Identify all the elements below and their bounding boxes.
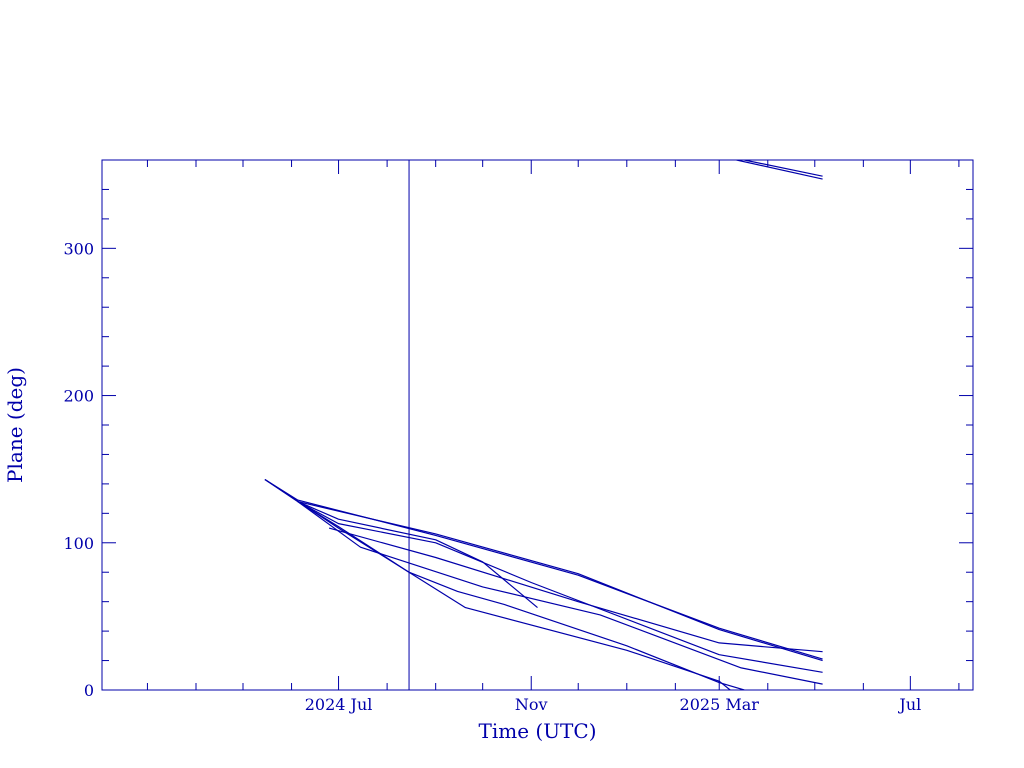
series-line-4 (297, 501, 823, 685)
y-axis-label: Plane (deg) (3, 367, 27, 483)
y-tick-label: 0 (84, 681, 94, 700)
plot-frame (101, 159, 974, 691)
y-tick-labels: 0 100 200 300 (63, 239, 94, 700)
y-tick-label: 100 (63, 534, 94, 553)
series-line-8 (328, 527, 823, 653)
tick-marks (102, 159, 973, 691)
x-tick-labels: 2024 Jul Nov 2025 Mar Jul (305, 695, 922, 714)
x-tick-label: 2025 Mar (680, 695, 760, 714)
series-line-9 (736, 160, 823, 180)
series-line-10 (744, 160, 823, 177)
series-line-7 (264, 478, 731, 690)
series-line-2 (264, 479, 823, 662)
series-layer (264, 160, 823, 690)
x-axis-label: Time (UTC) (479, 719, 597, 743)
x-tick-label: Jul (897, 695, 921, 714)
series-line-1 (264, 478, 823, 660)
y-tick-label: 200 (63, 387, 94, 406)
x-tick-label: 2024 Jul (305, 695, 373, 714)
y-tick-label: 300 (63, 239, 94, 258)
x-tick-label: Nov (515, 695, 548, 714)
